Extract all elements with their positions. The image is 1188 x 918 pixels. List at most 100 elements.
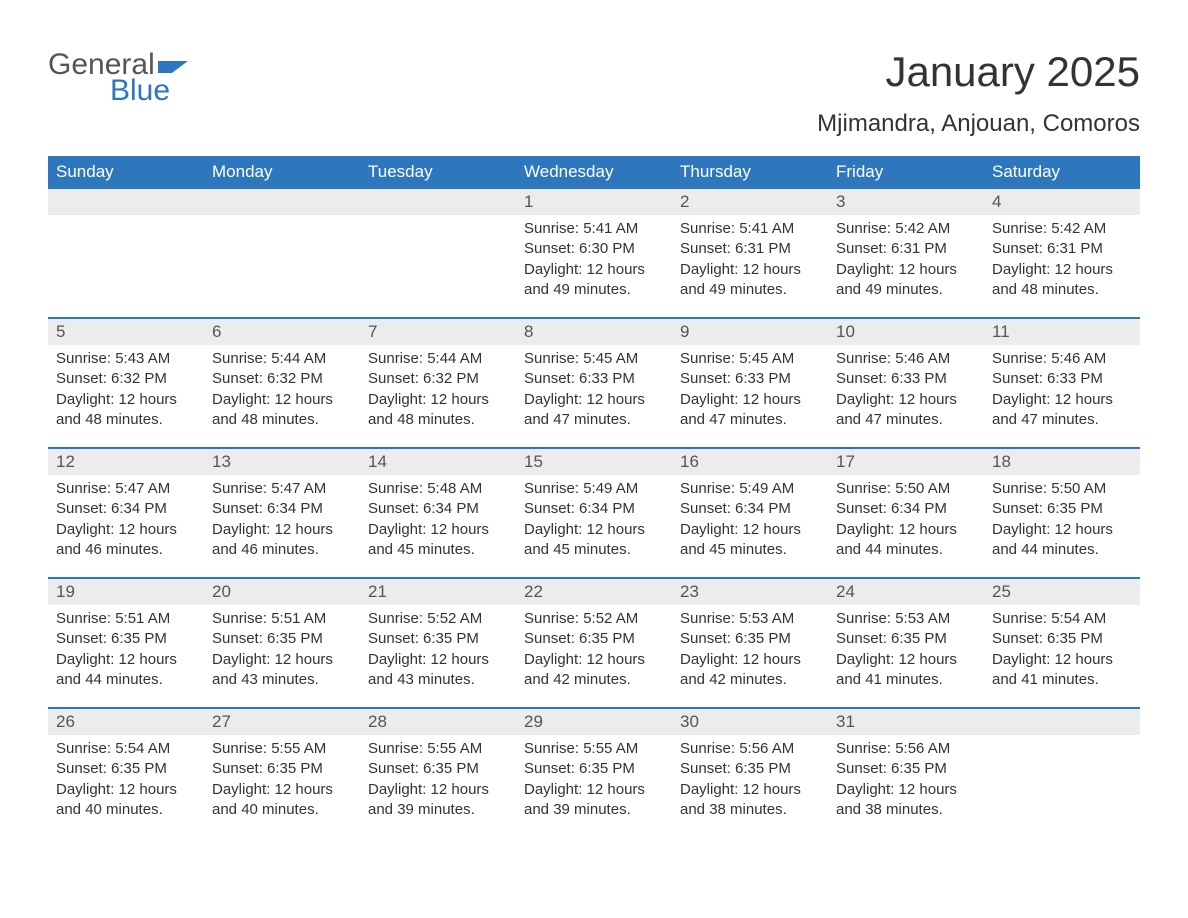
sunrise-text: Sunrise: 5:55 AM bbox=[368, 739, 508, 759]
day-number: 15 bbox=[516, 449, 672, 475]
day-number: 20 bbox=[204, 579, 360, 605]
calendar-day-cell: 2Sunrise: 5:41 AMSunset: 6:31 PMDaylight… bbox=[672, 189, 828, 317]
calendar-day-cell: 22Sunrise: 5:52 AMSunset: 6:35 PMDayligh… bbox=[516, 579, 672, 707]
sunrise-text: Sunrise: 5:41 AM bbox=[524, 219, 664, 239]
calendar-day-cell: 14Sunrise: 5:48 AMSunset: 6:34 PMDayligh… bbox=[360, 449, 516, 577]
day-number: 8 bbox=[516, 319, 672, 345]
day-details: Sunrise: 5:41 AMSunset: 6:30 PMDaylight:… bbox=[516, 215, 672, 312]
sunrise-text: Sunrise: 5:49 AM bbox=[680, 479, 820, 499]
sunrise-text: Sunrise: 5:45 AM bbox=[524, 349, 664, 369]
sunrise-text: Sunrise: 5:46 AM bbox=[992, 349, 1132, 369]
daylight-text-line2: and 38 minutes. bbox=[836, 800, 976, 820]
daylight-text-line1: Daylight: 12 hours bbox=[836, 260, 976, 280]
sunset-text: Sunset: 6:35 PM bbox=[56, 629, 196, 649]
sunset-text: Sunset: 6:35 PM bbox=[56, 759, 196, 779]
weekday-header: Friday bbox=[828, 156, 984, 189]
sunset-text: Sunset: 6:35 PM bbox=[992, 499, 1132, 519]
daylight-text-line2: and 41 minutes. bbox=[992, 670, 1132, 690]
day-details: Sunrise: 5:47 AMSunset: 6:34 PMDaylight:… bbox=[48, 475, 204, 572]
day-details: Sunrise: 5:42 AMSunset: 6:31 PMDaylight:… bbox=[984, 215, 1140, 312]
day-details: Sunrise: 5:41 AMSunset: 6:31 PMDaylight:… bbox=[672, 215, 828, 312]
daylight-text-line1: Daylight: 12 hours bbox=[56, 390, 196, 410]
sunrise-text: Sunrise: 5:47 AM bbox=[56, 479, 196, 499]
day-number: 17 bbox=[828, 449, 984, 475]
daylight-text-line2: and 39 minutes. bbox=[524, 800, 664, 820]
calendar-day-cell: 13Sunrise: 5:47 AMSunset: 6:34 PMDayligh… bbox=[204, 449, 360, 577]
calendar-day-cell: 4Sunrise: 5:42 AMSunset: 6:31 PMDaylight… bbox=[984, 189, 1140, 317]
daylight-text-line1: Daylight: 12 hours bbox=[524, 390, 664, 410]
daylight-text-line1: Daylight: 12 hours bbox=[836, 650, 976, 670]
day-number: 5 bbox=[48, 319, 204, 345]
header: General Blue January 2025 Mjimandra, Anj… bbox=[48, 48, 1140, 138]
flag-icon bbox=[158, 58, 188, 81]
daylight-text-line1: Daylight: 12 hours bbox=[524, 650, 664, 670]
daylight-text-line1: Daylight: 12 hours bbox=[992, 520, 1132, 540]
day-number: 22 bbox=[516, 579, 672, 605]
calendar-week: 5Sunrise: 5:43 AMSunset: 6:32 PMDaylight… bbox=[48, 317, 1140, 447]
day-details: Sunrise: 5:47 AMSunset: 6:34 PMDaylight:… bbox=[204, 475, 360, 572]
sunset-text: Sunset: 6:35 PM bbox=[992, 629, 1132, 649]
calendar-day-cell: 9Sunrise: 5:45 AMSunset: 6:33 PMDaylight… bbox=[672, 319, 828, 447]
sunrise-text: Sunrise: 5:49 AM bbox=[524, 479, 664, 499]
day-details: Sunrise: 5:51 AMSunset: 6:35 PMDaylight:… bbox=[48, 605, 204, 702]
sunrise-text: Sunrise: 5:50 AM bbox=[992, 479, 1132, 499]
sunrise-text: Sunrise: 5:54 AM bbox=[56, 739, 196, 759]
daylight-text-line2: and 43 minutes. bbox=[368, 670, 508, 690]
day-number: 4 bbox=[984, 189, 1140, 215]
day-details: Sunrise: 5:49 AMSunset: 6:34 PMDaylight:… bbox=[516, 475, 672, 572]
day-details: Sunrise: 5:45 AMSunset: 6:33 PMDaylight:… bbox=[516, 345, 672, 442]
day-number: 16 bbox=[672, 449, 828, 475]
sunset-text: Sunset: 6:35 PM bbox=[680, 759, 820, 779]
calendar-day-cell: 18Sunrise: 5:50 AMSunset: 6:35 PMDayligh… bbox=[984, 449, 1140, 577]
day-number: 7 bbox=[360, 319, 516, 345]
calendar-day-cell bbox=[360, 189, 516, 317]
day-details: Sunrise: 5:44 AMSunset: 6:32 PMDaylight:… bbox=[360, 345, 516, 442]
calendar-day-cell: 3Sunrise: 5:42 AMSunset: 6:31 PMDaylight… bbox=[828, 189, 984, 317]
sunset-text: Sunset: 6:32 PM bbox=[212, 369, 352, 389]
day-details: Sunrise: 5:42 AMSunset: 6:31 PMDaylight:… bbox=[828, 215, 984, 312]
calendar-day-cell: 29Sunrise: 5:55 AMSunset: 6:35 PMDayligh… bbox=[516, 709, 672, 837]
sunset-text: Sunset: 6:35 PM bbox=[836, 629, 976, 649]
daylight-text-line1: Daylight: 12 hours bbox=[368, 780, 508, 800]
daylight-text-line1: Daylight: 12 hours bbox=[524, 520, 664, 540]
calendar-day-cell: 6Sunrise: 5:44 AMSunset: 6:32 PMDaylight… bbox=[204, 319, 360, 447]
calendar-day-cell: 11Sunrise: 5:46 AMSunset: 6:33 PMDayligh… bbox=[984, 319, 1140, 447]
sunrise-text: Sunrise: 5:53 AM bbox=[836, 609, 976, 629]
daylight-text-line1: Daylight: 12 hours bbox=[680, 650, 820, 670]
month-title: January 2025 bbox=[817, 48, 1140, 96]
daylight-text-line2: and 45 minutes. bbox=[524, 540, 664, 560]
calendar-day-cell: 21Sunrise: 5:52 AMSunset: 6:35 PMDayligh… bbox=[360, 579, 516, 707]
day-details: Sunrise: 5:54 AMSunset: 6:35 PMDaylight:… bbox=[48, 735, 204, 832]
daylight-text-line1: Daylight: 12 hours bbox=[680, 260, 820, 280]
calendar-body: 1Sunrise: 5:41 AMSunset: 6:30 PMDaylight… bbox=[48, 189, 1140, 837]
sunset-text: Sunset: 6:35 PM bbox=[212, 759, 352, 779]
daylight-text-line2: and 48 minutes. bbox=[368, 410, 508, 430]
sunset-text: Sunset: 6:35 PM bbox=[680, 629, 820, 649]
weekday-header: Saturday bbox=[984, 156, 1140, 189]
day-number-empty bbox=[984, 709, 1140, 735]
calendar-day-cell: 17Sunrise: 5:50 AMSunset: 6:34 PMDayligh… bbox=[828, 449, 984, 577]
daylight-text-line2: and 42 minutes. bbox=[524, 670, 664, 690]
day-number: 6 bbox=[204, 319, 360, 345]
daylight-text-line1: Daylight: 12 hours bbox=[524, 780, 664, 800]
calendar-day-cell: 10Sunrise: 5:46 AMSunset: 6:33 PMDayligh… bbox=[828, 319, 984, 447]
day-number: 3 bbox=[828, 189, 984, 215]
day-details: Sunrise: 5:53 AMSunset: 6:35 PMDaylight:… bbox=[672, 605, 828, 702]
sunset-text: Sunset: 6:31 PM bbox=[680, 239, 820, 259]
daylight-text-line2: and 38 minutes. bbox=[680, 800, 820, 820]
daylight-text-line2: and 40 minutes. bbox=[212, 800, 352, 820]
sunrise-text: Sunrise: 5:56 AM bbox=[836, 739, 976, 759]
sunset-text: Sunset: 6:35 PM bbox=[368, 629, 508, 649]
day-number: 9 bbox=[672, 319, 828, 345]
title-block: January 2025 Mjimandra, Anjouan, Comoros bbox=[817, 48, 1140, 138]
daylight-text-line1: Daylight: 12 hours bbox=[680, 390, 820, 410]
daylight-text-line2: and 40 minutes. bbox=[56, 800, 196, 820]
day-details: Sunrise: 5:56 AMSunset: 6:35 PMDaylight:… bbox=[672, 735, 828, 832]
day-details: Sunrise: 5:56 AMSunset: 6:35 PMDaylight:… bbox=[828, 735, 984, 832]
daylight-text-line1: Daylight: 12 hours bbox=[836, 780, 976, 800]
calendar-header-row: SundayMondayTuesdayWednesdayThursdayFrid… bbox=[48, 156, 1140, 189]
daylight-text-line2: and 47 minutes. bbox=[836, 410, 976, 430]
day-number: 12 bbox=[48, 449, 204, 475]
weekday-header: Monday bbox=[204, 156, 360, 189]
calendar-day-cell: 16Sunrise: 5:49 AMSunset: 6:34 PMDayligh… bbox=[672, 449, 828, 577]
